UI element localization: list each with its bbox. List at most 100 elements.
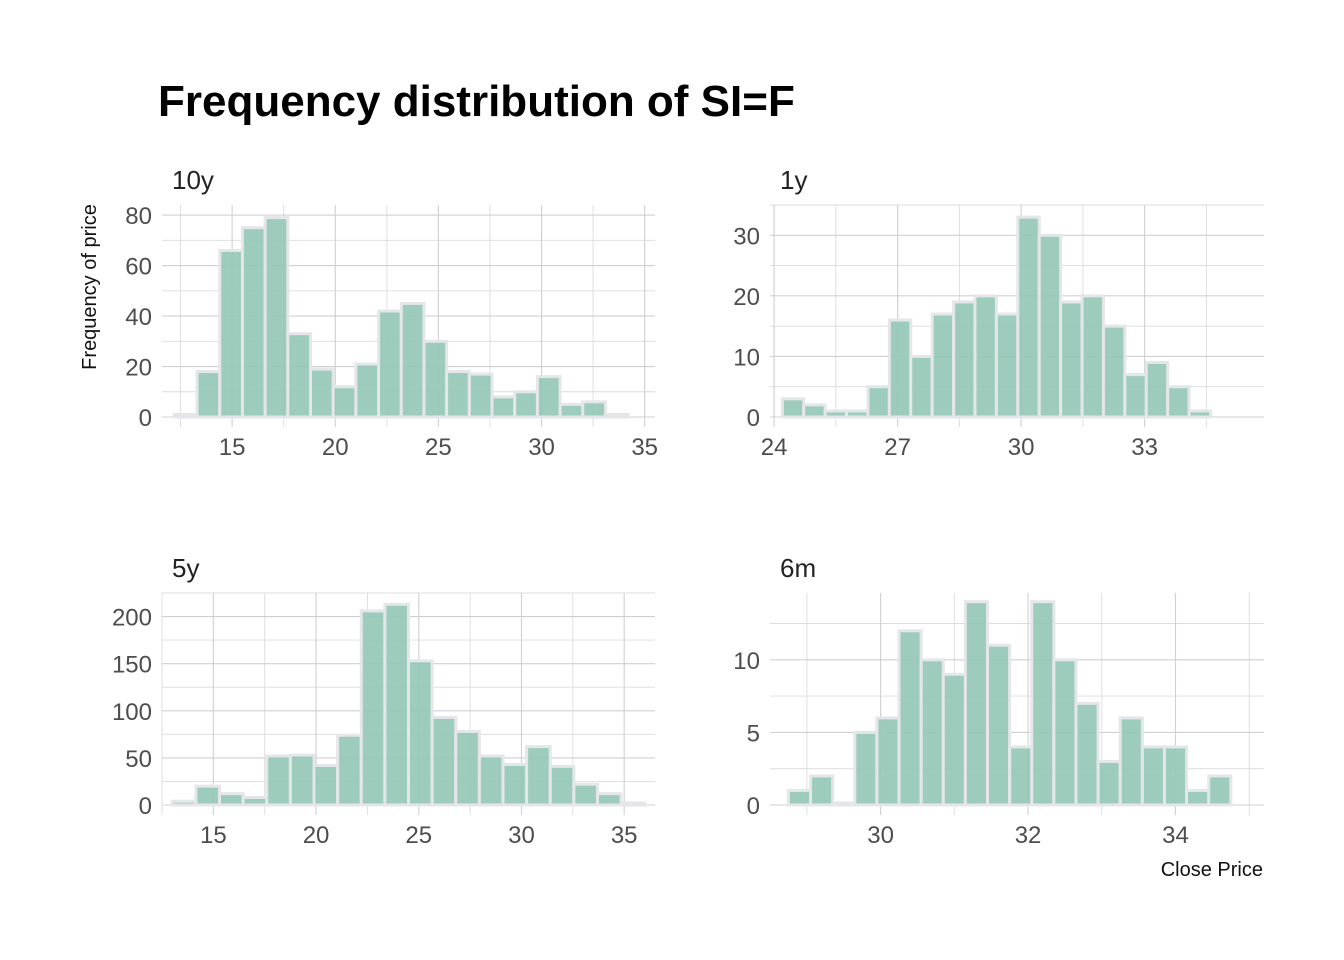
histogram-bar <box>454 730 481 807</box>
histogram-bar <box>407 659 434 807</box>
histogram-bar <box>354 362 381 419</box>
y-tick-label: 10 <box>733 344 760 371</box>
histogram-bar <box>490 395 517 419</box>
histogram-bar <box>430 715 458 807</box>
x-tick-label: 25 <box>425 434 452 461</box>
histogram-bar <box>1140 745 1166 807</box>
panel-title: 6m <box>780 553 816 583</box>
panel-title: 10y <box>172 165 214 195</box>
histogram-bar <box>919 658 945 807</box>
y-tick-label: 80 <box>125 203 152 230</box>
y-tick-label: 30 <box>733 223 760 250</box>
histogram-bar <box>399 301 426 419</box>
histogram-bar <box>558 402 585 419</box>
histogram-bar <box>994 312 1020 419</box>
histogram-bar <box>263 216 290 419</box>
histogram-bar <box>535 375 562 419</box>
histogram-bar <box>477 754 505 807</box>
histogram-bar <box>445 370 471 419</box>
x-tick-label: 34 <box>1162 822 1189 849</box>
histogram-bar <box>1144 360 1170 419</box>
histogram-bar <box>170 799 198 807</box>
y-tick-label: 100 <box>112 699 152 726</box>
histogram-bar <box>1123 373 1148 419</box>
histogram-bar <box>1008 745 1034 807</box>
y-tick-label: 0 <box>139 405 152 432</box>
histogram-bar <box>619 801 647 807</box>
histogram-bar <box>1037 233 1063 419</box>
histogram-bar <box>1030 600 1056 807</box>
x-tick-label: 35 <box>611 822 638 849</box>
panels: 15 20 25 30 35 0 20 40 60 80 10y 24 27 30 33 0 10 20 30 1y 1… <box>112 165 1264 849</box>
histogram-bar <box>513 390 539 419</box>
x-tick-label: 30 <box>867 822 894 849</box>
histogram-bar <box>312 763 340 807</box>
y-tick-label: 200 <box>112 605 152 632</box>
histogram-bar <box>240 226 267 419</box>
x-tick-label: 20 <box>322 434 349 461</box>
histogram-bar <box>780 397 806 419</box>
histogram-bar <box>1162 745 1189 807</box>
y-tick-label: 0 <box>139 793 152 820</box>
histogram-bar <box>809 774 835 807</box>
histogram-bar <box>1096 759 1122 807</box>
figure-title: Frequency distribution of SI=F <box>158 77 795 126</box>
histogram-bar <box>897 629 923 807</box>
histogram-bar <box>866 385 891 419</box>
histogram-bar <box>1187 409 1212 419</box>
histogram-bar <box>802 403 827 419</box>
y-tick-label: 5 <box>747 720 760 747</box>
histogram-bar <box>973 294 998 419</box>
x-tick-label: 20 <box>303 822 330 849</box>
histogram-bar <box>823 409 849 419</box>
x-tick-label: 25 <box>405 822 432 849</box>
histogram-bar <box>963 600 990 807</box>
histogram-bar <box>1052 658 1078 807</box>
histogram-bar <box>194 784 222 807</box>
panel-10y: 15 20 25 30 35 0 20 40 60 80 10y <box>125 165 658 461</box>
histogram-bar <box>581 400 607 419</box>
x-tick-label: 33 <box>1131 434 1158 461</box>
histogram-bar <box>218 792 245 807</box>
x-tick-label: 30 <box>1008 434 1035 461</box>
histogram-bar <box>986 643 1012 807</box>
y-axis-label: Frequency of price <box>79 204 101 370</box>
histogram-bar <box>952 300 977 419</box>
y-tick-label: 40 <box>125 304 152 331</box>
histogram-bar <box>467 372 494 419</box>
histogram-bar <box>359 609 387 807</box>
histogram-bar <box>218 248 244 419</box>
histogram-bar <box>887 318 913 419</box>
histogram-bar <box>1207 774 1233 807</box>
x-tick-label: 35 <box>631 434 658 461</box>
histogram-bar <box>548 764 576 807</box>
histogram-bar <box>1074 701 1100 807</box>
histogram-bar <box>422 339 449 419</box>
histogram-bar <box>1101 324 1127 419</box>
y-tick-label: 20 <box>733 284 760 311</box>
y-tick-label: 0 <box>747 405 760 432</box>
y-tick-label: 60 <box>125 254 152 281</box>
histogram-bar <box>603 412 630 419</box>
histogram-bar <box>265 754 292 807</box>
x-axis-label: Close Price <box>1161 859 1263 881</box>
y-tick-label: 20 <box>125 355 152 382</box>
histogram-bar <box>309 367 335 419</box>
x-tick-label: 32 <box>1015 822 1042 849</box>
panel-5y: 15 20 25 30 35 0 50 100 150 200 5y <box>112 553 655 849</box>
histogram-bar <box>1080 294 1105 419</box>
x-tick-label: 30 <box>528 434 555 461</box>
histogram-bar <box>377 309 403 419</box>
histogram-bar <box>941 672 967 807</box>
histogram-bar <box>875 716 901 807</box>
histogram-bar <box>1118 716 1144 807</box>
histogram-bar <box>331 385 358 419</box>
histogram-bar <box>501 762 529 807</box>
y-tick-label: 0 <box>747 793 760 820</box>
histogram-bar <box>1016 215 1041 419</box>
panel-title: 5y <box>172 553 199 583</box>
histogram-bar <box>195 370 222 419</box>
y-tick-label: 150 <box>112 652 152 679</box>
panel-title: 1y <box>780 165 807 195</box>
